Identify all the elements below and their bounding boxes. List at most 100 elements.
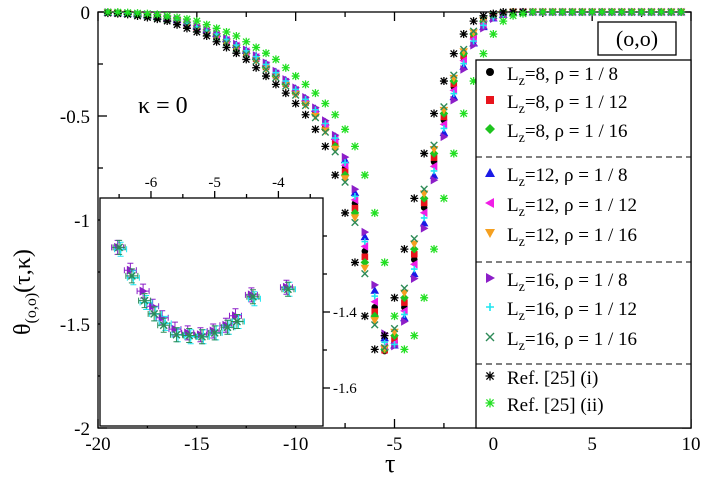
data-point [538, 8, 547, 16]
data-point [262, 65, 270, 74]
legend-label-main: Ref. [25] (ii) [507, 395, 604, 416]
inset-data-point [159, 321, 168, 330]
x-tick-label: -5 [387, 434, 403, 455]
data-point [292, 86, 299, 93]
legend-label-main: L [507, 270, 519, 291]
data-point [291, 99, 300, 108]
data-point [153, 15, 162, 24]
data-point [667, 8, 676, 16]
data-point [380, 258, 389, 267]
data-point [361, 238, 369, 245]
data-point [370, 321, 379, 329]
legend-label-rest: =8, ρ = 1 / 16 [525, 121, 628, 142]
y-tick-label: -2 [74, 419, 90, 440]
data-point [282, 77, 290, 85]
data-point [381, 339, 388, 346]
y-tick-label: -0.5 [60, 107, 90, 128]
data-point [271, 55, 280, 64]
legend-label-sub: z [519, 205, 525, 220]
data-point [341, 125, 350, 134]
data-point [400, 284, 409, 293]
legend-label: Lz=12, ρ = 1 / 16 [507, 225, 637, 250]
inset-data-point [197, 332, 206, 341]
inset-plot-frame [99, 197, 324, 427]
inset-series [112, 239, 295, 345]
data-point [390, 312, 399, 321]
data-point [133, 9, 142, 18]
data-point [262, 61, 270, 68]
data-point [479, 11, 488, 20]
data-point [350, 188, 360, 197]
data-point [420, 224, 429, 233]
inset-data-point [149, 301, 158, 311]
data-point [370, 286, 380, 294]
data-point [429, 162, 438, 171]
data-point [360, 312, 369, 321]
data-point [440, 125, 448, 132]
boundary-label: (o,o) [616, 26, 658, 51]
inset-x-tick-label: -5 [208, 175, 221, 191]
inset-data-point [210, 328, 219, 337]
x-axis-label: τ [385, 449, 395, 478]
data-point [272, 69, 280, 77]
data-point [123, 8, 132, 17]
data-point [281, 63, 290, 72]
main-series [103, 8, 686, 354]
legend-label-sub: z [519, 102, 525, 117]
data-point [489, 30, 498, 39]
data-point [370, 208, 379, 217]
data-point [272, 73, 280, 82]
data-point [301, 80, 310, 89]
data-point [588, 8, 597, 16]
data-point [242, 55, 251, 64]
legend-marker [485, 198, 494, 208]
inset-x-tick-label: -6 [145, 175, 158, 191]
data-point [607, 8, 616, 16]
data-point [360, 242, 369, 251]
data-point [322, 120, 329, 127]
data-point [410, 234, 419, 243]
data-point [409, 244, 419, 254]
legend-marker [485, 398, 495, 408]
data-point [400, 306, 408, 316]
data-point [232, 32, 241, 41]
legend-label: Lz=16, ρ = 1 / 12 [507, 299, 637, 324]
legend-label-sub: z [519, 280, 525, 295]
data-point [480, 22, 487, 29]
y-axis-label-sub: (o,o) [23, 293, 40, 324]
inset-y-tick-label: -1.4 [333, 305, 357, 321]
legend-label-rest: =16, ρ = 1 / 12 [525, 299, 637, 320]
data-point [410, 194, 419, 203]
data-point [192, 27, 201, 36]
data-point [449, 85, 458, 95]
y-tick-label: -1 [74, 211, 90, 232]
data-point [350, 142, 359, 151]
inset-data-point [283, 285, 292, 294]
x-tick-label: -15 [184, 434, 209, 455]
data-point [370, 297, 379, 307]
data-point [311, 125, 320, 134]
data-point [499, 17, 508, 26]
legend-entry: Lz=8, ρ = 1 / 12 [486, 92, 628, 117]
data-point [331, 110, 340, 119]
data-point [262, 49, 271, 58]
data-point [401, 317, 409, 326]
data-point [281, 89, 290, 98]
data-point [459, 30, 468, 39]
y-axis-label-args: (τ,κ) [10, 249, 36, 293]
legend-entry: Ref. [25] (ii) [485, 395, 604, 416]
data-point [371, 308, 379, 316]
data-point [391, 341, 398, 348]
data-point [331, 171, 340, 180]
legend-marker [485, 124, 495, 134]
inset-data-point [158, 313, 167, 323]
legend-label-sub: z [519, 175, 525, 190]
data-point [450, 95, 459, 105]
data-point [321, 128, 330, 137]
data-point [489, 9, 498, 18]
data-point [153, 10, 162, 19]
data-point [371, 292, 379, 300]
inset-data-point [223, 323, 232, 332]
